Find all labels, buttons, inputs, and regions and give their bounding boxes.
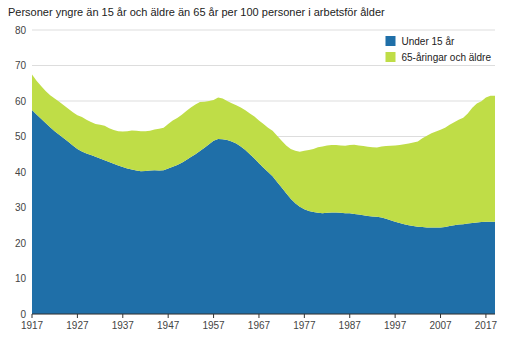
- x-tick-label: 1957: [202, 320, 225, 331]
- x-axis-line: [32, 314, 495, 315]
- y-tick-label: 60: [15, 96, 27, 107]
- x-tick-label: 1947: [157, 320, 180, 331]
- y-tick-label: 80: [15, 25, 27, 36]
- x-tick: [440, 314, 441, 318]
- grid-line: [32, 65, 495, 66]
- grid: [32, 30, 495, 314]
- legend-swatch: [386, 36, 396, 46]
- legend: Under 15 år 65-åringar och äldre: [386, 36, 492, 63]
- y-tick-label: 20: [15, 238, 27, 249]
- x-tick-label: 2017: [475, 320, 498, 331]
- x-tick: [77, 314, 78, 318]
- x-tick: [304, 314, 305, 318]
- y-tick-label: 40: [15, 167, 27, 178]
- x-tick-label: 1917: [21, 320, 44, 331]
- x-tick: [122, 314, 123, 318]
- x-tick-label: 1977: [293, 320, 316, 331]
- grid-line: [32, 101, 495, 102]
- y-tick-label: 70: [15, 60, 27, 71]
- x-tick-label: 2007: [429, 320, 452, 331]
- x-tick: [213, 314, 214, 318]
- legend-label: 65-åringar och äldre: [402, 52, 492, 63]
- x-tick: [32, 314, 33, 318]
- areas: [32, 74, 495, 314]
- grid-line: [32, 30, 495, 31]
- legend-swatch: [386, 52, 396, 62]
- grid-line: [32, 314, 495, 315]
- x-tick-label: 1967: [248, 320, 271, 331]
- x-tick: [168, 314, 169, 318]
- y-tick-label: 0: [20, 309, 26, 320]
- x-tick-label: 1997: [384, 320, 407, 331]
- x-tick: [485, 314, 486, 318]
- y-tick-label: 50: [15, 131, 27, 142]
- x-tick: [395, 314, 396, 318]
- y-tick-label: 10: [15, 273, 27, 284]
- area: [32, 74, 495, 227]
- x-tick: [349, 314, 350, 318]
- title: Personer yngre än 15 år och äldre än 65 …: [8, 6, 385, 18]
- y-tick-label: 30: [15, 202, 27, 213]
- x-tick: [258, 314, 259, 318]
- x-tick-label: 1937: [112, 320, 135, 331]
- chart: Personer yngre än 15 år och äldre än 65 …: [0, 0, 509, 340]
- x-tick-label: 1927: [66, 320, 89, 331]
- legend-label: Under 15 år: [402, 36, 455, 47]
- x-tick-label: 1987: [339, 320, 362, 331]
